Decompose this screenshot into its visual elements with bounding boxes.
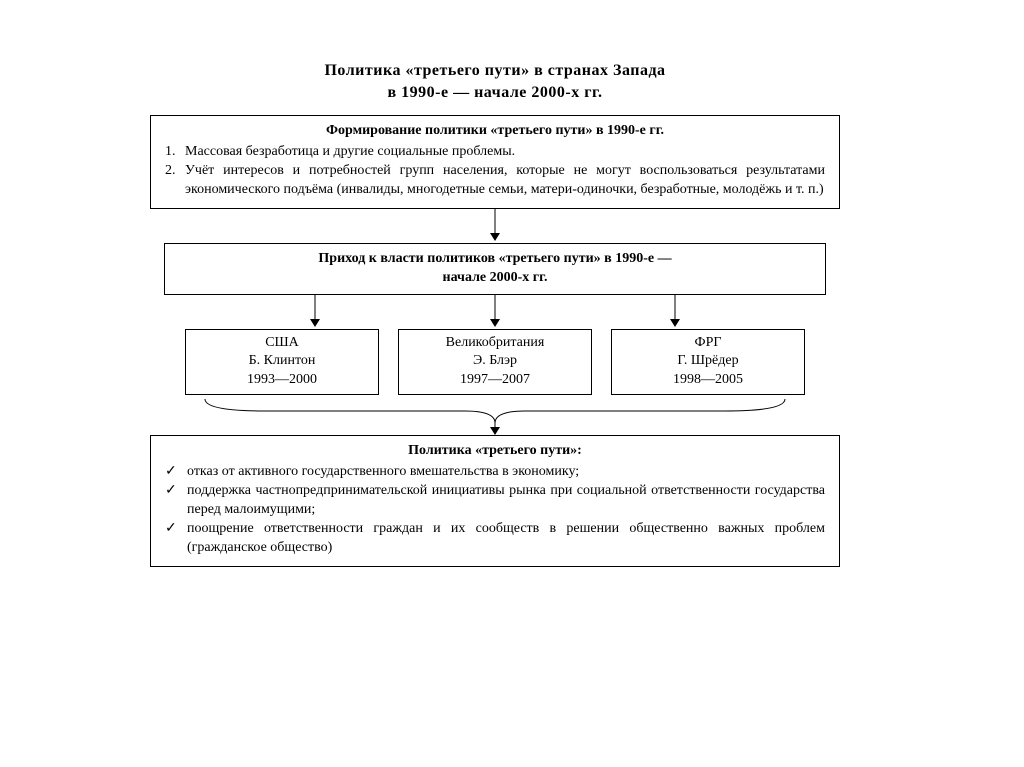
country-name: ФРГ: [695, 335, 722, 350]
item-text: отказ от активного государственного вмеш…: [187, 463, 825, 482]
arrow-down-icon: [145, 209, 845, 243]
check-icon: ✓: [165, 463, 187, 482]
country-leader: Б. Клинтон: [249, 353, 316, 368]
item-number: 1.: [165, 143, 185, 162]
box-formation-heading: Формирование политики «третьего пути» в …: [165, 122, 825, 141]
item-text: Учёт интересов и потребностей групп насе…: [185, 162, 825, 200]
box-policy: Политика «третьего пути»: ✓ отказ от акт…: [150, 435, 840, 566]
country-box-usa: США Б. Клинтон 1993—2000: [185, 329, 379, 396]
item-text: поощрение ответственности граждан и их с…: [187, 520, 825, 558]
check-icon: ✓: [165, 520, 187, 558]
box-rise-to-power: Приход к власти политиков «третьего пути…: [164, 243, 826, 295]
list-item: 1. Массовая безработица и другие социаль…: [165, 143, 825, 162]
box-formation-list: 1. Массовая безработица и другие социаль…: [165, 143, 825, 200]
box-formation: Формирование политики «третьего пути» в …: [150, 115, 840, 209]
check-icon: ✓: [165, 482, 187, 520]
country-years: 1998—2005: [673, 372, 743, 387]
country-leader: Г. Шрёдер: [677, 353, 738, 368]
diagram-title: Политика «третьего пути» в странах Запад…: [145, 60, 845, 103]
arrows-split-icon: [145, 295, 845, 329]
country-years: 1997—2007: [460, 372, 530, 387]
brace-icon: [145, 395, 845, 435]
country-box-frg: ФРГ Г. Шрёдер 1998—2005: [611, 329, 805, 396]
box-policy-list: ✓ отказ от активного государственного вм…: [165, 463, 825, 557]
item-text: Массовая безработица и другие социальные…: [185, 143, 825, 162]
item-number: 2.: [165, 162, 185, 200]
country-row: США Б. Клинтон 1993—2000 Великобритания …: [185, 329, 805, 396]
box-policy-heading: Политика «третьего пути»:: [165, 442, 825, 461]
list-item: 2. Учёт интересов и потребностей групп н…: [165, 162, 825, 200]
box2-line2: начале 2000-х гг.: [443, 270, 548, 285]
country-name: США: [265, 335, 299, 350]
list-item: ✓ поощрение ответственности граждан и их…: [165, 520, 825, 558]
title-line-1: Политика «третьего пути» в странах Запад…: [324, 62, 665, 79]
country-leader: Э. Блэр: [473, 353, 517, 368]
list-item: ✓ отказ от активного государственного вм…: [165, 463, 825, 482]
country-box-uk: Великобритания Э. Блэр 1997—2007: [398, 329, 592, 396]
list-item: ✓ поддержка частнопредпринимательской ин…: [165, 482, 825, 520]
title-line-2: в 1990-е — начале 2000-х гг.: [388, 84, 603, 101]
box2-line1: Приход к власти политиков «третьего пути…: [318, 251, 671, 266]
country-years: 1993—2000: [247, 372, 317, 387]
country-name: Великобритания: [446, 335, 545, 350]
item-text: поддержка частнопредпринимательской иниц…: [187, 482, 825, 520]
